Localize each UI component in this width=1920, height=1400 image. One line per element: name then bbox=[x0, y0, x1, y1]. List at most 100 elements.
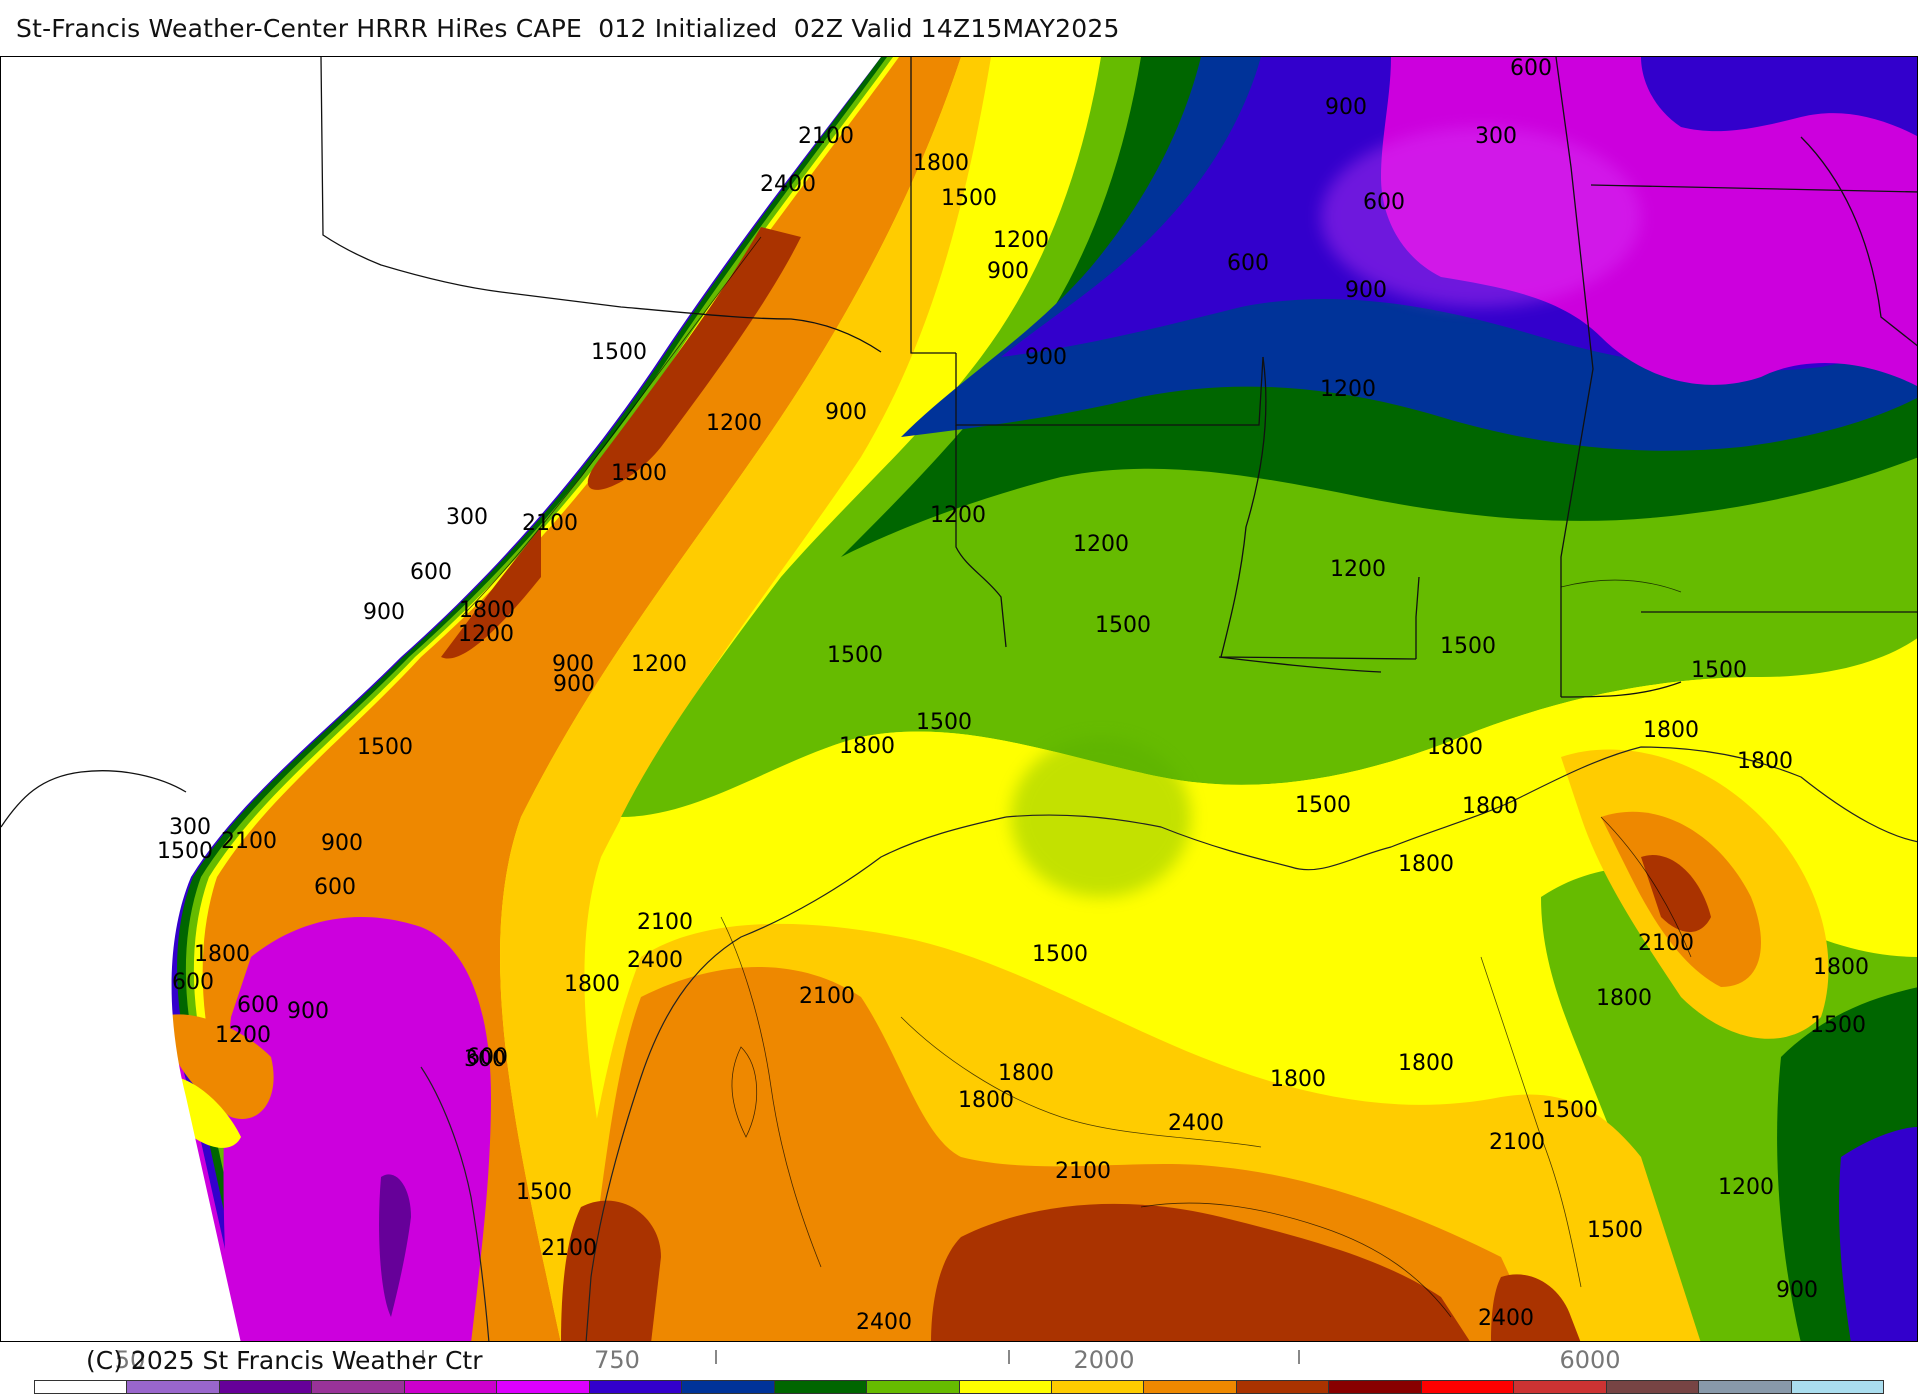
colorbar-swatch bbox=[1329, 1381, 1422, 1393]
contour-label: 1200 bbox=[1330, 557, 1386, 582]
contour-label: 1500 bbox=[611, 461, 667, 486]
contour-label: 1200 bbox=[1718, 1175, 1774, 1200]
contour-label: 2100 bbox=[221, 829, 277, 854]
colorbar-swatch bbox=[404, 1381, 498, 1393]
contour-label: 1800 bbox=[958, 1088, 1014, 1113]
contour-label: 900 bbox=[1025, 345, 1067, 370]
contour-label: 600 bbox=[1363, 190, 1405, 215]
contour-label: 300 bbox=[1475, 124, 1517, 149]
contour-label: 1800 bbox=[564, 972, 620, 997]
contour-label: 1500 bbox=[1440, 634, 1496, 659]
contour-label: 300 bbox=[169, 815, 211, 840]
shading-smoothing bbox=[1011, 127, 1641, 897]
contour-label: 900 bbox=[1345, 278, 1387, 303]
contour-label: 2400 bbox=[1478, 1306, 1534, 1331]
contour-label: 900 bbox=[1776, 1278, 1818, 1303]
contour-label: 2400 bbox=[1168, 1111, 1224, 1136]
colorbar-swatch bbox=[1421, 1381, 1515, 1393]
contour-label: 1200 bbox=[930, 503, 986, 528]
contour-label: 300 bbox=[446, 505, 488, 530]
contour-label: 600 bbox=[1227, 251, 1269, 276]
contour-label: 900 bbox=[287, 999, 329, 1024]
contour-label: 1200 bbox=[706, 411, 762, 436]
contour-label: 1200 bbox=[1320, 377, 1376, 402]
contour-label: 1800 bbox=[1596, 986, 1652, 1011]
contour-label: 1500 bbox=[357, 735, 413, 760]
contour-label: 900 bbox=[321, 831, 363, 856]
colorbar-swatch bbox=[219, 1381, 313, 1393]
contour-label: 2100 bbox=[799, 984, 855, 1009]
contour-label: 1500 bbox=[827, 643, 883, 668]
state-borders bbox=[1, 57, 1917, 828]
contour-label: 1500 bbox=[157, 839, 213, 864]
cape-map[interactable]: 600 900 300 2100 1800 1500 2400 600 1200… bbox=[0, 56, 1918, 1342]
contour-label: 1800 bbox=[459, 598, 515, 623]
legend-tick-label: 50 bbox=[114, 1346, 146, 1374]
contour-label: 1800 bbox=[1737, 749, 1793, 774]
contour-label: 600 bbox=[172, 970, 214, 995]
contour-label: 900 bbox=[363, 600, 405, 625]
contour-label: 1500 bbox=[591, 340, 647, 365]
contour-label: 1500 bbox=[1095, 613, 1151, 638]
contour-label: 1500 bbox=[1810, 1013, 1866, 1038]
contour-label: 2400 bbox=[760, 172, 816, 197]
colorbar-swatch bbox=[682, 1381, 775, 1393]
map-title: St-Francis Weather-Center HRRR HiRes CAP… bbox=[16, 14, 1120, 43]
contour-label: 2100 bbox=[1055, 1159, 1111, 1184]
colorbar-swatch bbox=[35, 1381, 128, 1393]
contour-label: 2100 bbox=[541, 1236, 597, 1261]
contour-label: 600 bbox=[1510, 57, 1552, 81]
colorbar-swatch bbox=[1051, 1381, 1145, 1393]
contour-label: 1800 bbox=[1427, 735, 1483, 760]
colorbar-swatch bbox=[1791, 1381, 1884, 1393]
colorbar-swatch bbox=[774, 1381, 868, 1393]
contour-label: 1800 bbox=[1813, 955, 1869, 980]
legend-tick-mark bbox=[1008, 1350, 1010, 1364]
colorbar-swatch bbox=[589, 1381, 683, 1393]
legend-tick-mark bbox=[715, 1350, 717, 1364]
legend-tick-mark bbox=[422, 1350, 424, 1364]
contour-label: 1800 bbox=[1643, 718, 1699, 743]
contour-label: 600 bbox=[466, 1045, 508, 1070]
contour-label: 900 bbox=[987, 259, 1029, 284]
contour-label: 1800 bbox=[1398, 852, 1454, 877]
contour-label: 2100 bbox=[1638, 931, 1694, 956]
contour-labels: 600 900 300 2100 1800 1500 2400 600 1200… bbox=[157, 57, 1869, 1335]
contour-label: 1200 bbox=[993, 228, 1049, 253]
colorbar-swatch bbox=[497, 1381, 590, 1393]
legend-tick-mark bbox=[1298, 1350, 1300, 1364]
contour-label: 1800 bbox=[1398, 1051, 1454, 1076]
colorbar-swatch bbox=[1144, 1381, 1237, 1393]
colorbar-swatch bbox=[127, 1381, 220, 1393]
colorbar-swatch bbox=[312, 1381, 405, 1393]
contour-label: 900 bbox=[552, 652, 594, 677]
contour-label: 1800 bbox=[998, 1061, 1054, 1086]
contour-label: 1800 bbox=[194, 942, 250, 967]
contour-label: 2100 bbox=[1489, 1130, 1545, 1155]
coastline bbox=[420, 746, 1917, 1341]
contour-label: 300 bbox=[464, 1047, 506, 1072]
cape-shading bbox=[1, 57, 1917, 1341]
contour-label: 1800 bbox=[1462, 794, 1518, 819]
contour-label: 1500 bbox=[1691, 658, 1747, 683]
contour-label: 900 bbox=[553, 672, 595, 697]
contour-label: 1500 bbox=[516, 1180, 572, 1205]
contour-label: 1800 bbox=[913, 151, 969, 176]
contour-label: 900 bbox=[1325, 95, 1367, 120]
contour-label: 1200 bbox=[631, 652, 687, 677]
contour-label: 1500 bbox=[1587, 1218, 1643, 1243]
contour-label: 900 bbox=[825, 400, 867, 425]
contour-label: 600 bbox=[410, 560, 452, 585]
contour-label: 1500 bbox=[1542, 1098, 1598, 1123]
contour-label: 1800 bbox=[839, 734, 895, 759]
contour-label: 1500 bbox=[941, 186, 997, 211]
contour-label: 2400 bbox=[856, 1310, 912, 1335]
contour-label: 1500 bbox=[1032, 942, 1088, 967]
colorbar-swatch bbox=[1699, 1381, 1792, 1393]
contour-label: 600 bbox=[314, 875, 356, 900]
contour-label: 1200 bbox=[1073, 532, 1129, 557]
contour-label: 1500 bbox=[916, 710, 972, 735]
contour-label: 1500 bbox=[1295, 793, 1351, 818]
contour-label: 2100 bbox=[522, 511, 578, 536]
color-legend: (C) 2025 St Francis Weather Ctr 50 750 2… bbox=[0, 1342, 1920, 1400]
